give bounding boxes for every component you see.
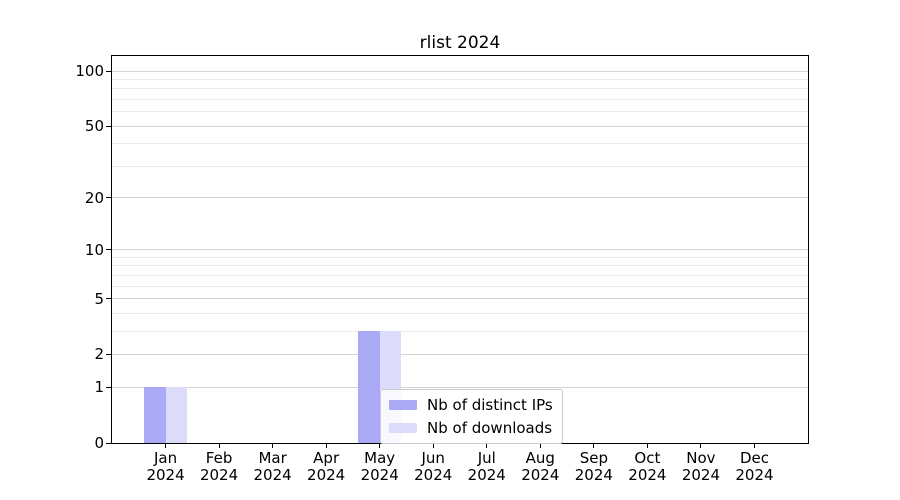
x-tick-year: 2024 <box>360 466 399 484</box>
x-tick-month: Jun <box>421 449 445 467</box>
major-gridline <box>112 70 808 72</box>
x-tick-month: Dec <box>739 449 769 467</box>
minor-gridline <box>112 274 808 276</box>
x-axis-tick <box>165 443 167 448</box>
y-axis-tick <box>106 386 111 388</box>
minor-gridline <box>112 285 808 287</box>
bar-distinct-ips <box>358 331 380 443</box>
major-gridline <box>112 125 808 127</box>
x-tick-year: 2024 <box>521 466 560 484</box>
x-tick-label: Nov 2024 <box>666 450 736 484</box>
minor-gridline <box>112 312 808 314</box>
major-gridline <box>112 249 808 251</box>
y-axis-tick <box>106 70 111 72</box>
legend-label-distinct-ips: Nb of distinct IPs <box>427 396 553 414</box>
x-axis-tick <box>539 443 541 448</box>
minor-gridline <box>112 78 808 80</box>
x-tick-month: Oct <box>634 449 661 467</box>
x-axis-tick <box>593 443 595 448</box>
x-tick-year: 2024 <box>628 466 667 484</box>
y-tick-label: 20 <box>84 188 104 207</box>
minor-gridline <box>112 265 808 267</box>
x-axis-tick <box>218 443 220 448</box>
legend-item-downloads: Nb of downloads <box>389 419 553 437</box>
y-tick-label: 2 <box>94 345 104 364</box>
x-tick-label: Aug 2024 <box>505 450 575 484</box>
x-axis-tick <box>325 443 327 448</box>
y-tick-label: 100 <box>75 62 104 81</box>
x-axis-tick <box>753 443 755 448</box>
x-tick-month: Mar <box>258 449 287 467</box>
y-tick-label: 1 <box>94 378 104 397</box>
plot-area: Nb of distinct IPs Nb of downloads <box>106 55 809 448</box>
minor-gridline <box>112 88 808 90</box>
x-tick-year: 2024 <box>253 466 292 484</box>
x-tick-month: Feb <box>205 449 233 467</box>
y-axis-tick <box>106 442 111 444</box>
major-gridline <box>112 197 808 199</box>
legend-label-downloads: Nb of downloads <box>427 419 553 437</box>
minor-gridline <box>112 143 808 145</box>
x-tick-label: Jun 2024 <box>398 450 468 484</box>
x-tick-month: Apr <box>313 449 340 467</box>
y-axis-tick <box>106 197 111 199</box>
y-tick-label: 10 <box>84 240 104 259</box>
x-axis-tick <box>379 443 381 448</box>
major-gridline <box>112 298 808 300</box>
x-axis-tick <box>486 443 488 448</box>
x-tick-month: Jan <box>153 449 178 467</box>
minor-gridline <box>112 98 808 100</box>
legend: Nb of distinct IPs Nb of downloads <box>380 389 563 444</box>
x-axis-tick <box>432 443 434 448</box>
x-tick-label: Jan 2024 <box>131 450 201 484</box>
major-gridline <box>112 353 808 355</box>
chart-title: rlist 2024 <box>419 33 501 53</box>
x-tick-label: Oct 2024 <box>612 450 682 484</box>
bar-distinct-ips <box>144 387 166 443</box>
x-tick-year: 2024 <box>735 466 774 484</box>
legend-swatch-distinct-ips <box>389 400 417 410</box>
minor-gridline <box>112 111 808 113</box>
x-tick-label: Apr 2024 <box>291 450 361 484</box>
x-tick-year: 2024 <box>574 466 613 484</box>
x-axis-tick <box>700 443 702 448</box>
x-tick-year: 2024 <box>199 466 239 484</box>
x-tick-label: Sep 2024 <box>559 450 629 484</box>
x-tick-year: 2024 <box>414 466 453 484</box>
x-tick-year: 2024 <box>681 466 721 484</box>
x-axis-tick <box>646 443 648 448</box>
x-axis-tick <box>272 443 274 448</box>
y-axis-tick <box>106 353 111 355</box>
y-tick-label: 0 <box>94 434 104 452</box>
x-tick-month: Sep <box>579 449 608 467</box>
x-tick-label: Feb 2024 <box>184 450 254 484</box>
legend-item-distinct-ips: Nb of distinct IPs <box>389 396 553 414</box>
x-tick-label: Jul 2024 <box>452 450 522 484</box>
x-tick-month: May <box>364 449 396 467</box>
x-tick-year: 2024 <box>307 466 346 484</box>
x-tick-year: 2024 <box>146 466 185 484</box>
x-tick-label: Mar 2024 <box>238 450 308 484</box>
x-tick-month: Aug <box>525 449 555 467</box>
y-axis-tick <box>106 125 111 127</box>
minor-gridline <box>112 165 808 167</box>
minor-gridline <box>112 330 808 332</box>
minor-gridline <box>112 256 808 258</box>
legend-swatch-downloads <box>389 423 417 433</box>
x-tick-year: 2024 <box>467 466 506 484</box>
x-tick-label: May 2024 <box>345 450 415 484</box>
x-tick-month: Nov <box>686 449 716 467</box>
y-axis-tick <box>106 298 111 300</box>
major-gridline <box>112 386 808 388</box>
x-tick-month: Jul <box>477 449 496 467</box>
bar-downloads <box>165 387 187 443</box>
y-tick-label: 50 <box>84 117 104 136</box>
x-tick-label: Dec 2024 <box>719 450 789 484</box>
y-axis-tick <box>106 249 111 251</box>
y-tick-label: 5 <box>94 289 104 308</box>
